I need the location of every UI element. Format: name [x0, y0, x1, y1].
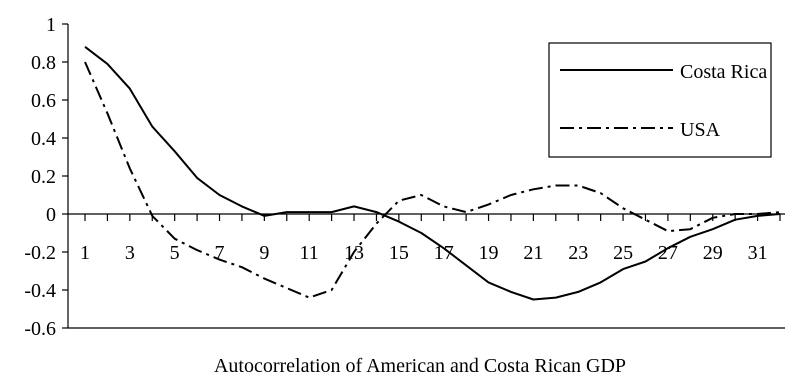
chart-caption: Autocorrelation of American and Costa Ri… [214, 355, 626, 377]
y-tick-label: -0.4 [24, 280, 56, 302]
y-tick-label: 1 [46, 14, 56, 36]
x-tick-label: 7 [215, 242, 225, 264]
legend-label-usa: USA [680, 119, 721, 141]
y-tick-label: 0.6 [31, 90, 56, 112]
x-tick-label: 1 [80, 242, 90, 264]
series-line-usa [84, 61, 781, 299]
x-tick-label: 27 [658, 242, 678, 264]
x-tick-label: 11 [300, 242, 319, 264]
legend: Costa Rica USA [548, 42, 772, 158]
x-tick-label: 3 [125, 242, 135, 264]
y-tick-label: 0.8 [31, 52, 56, 74]
x-tick-label: 9 [259, 242, 269, 264]
y-tick-label: -0.6 [24, 318, 56, 340]
x-tick-label: 15 [389, 242, 409, 264]
y-tick-label: 0.2 [31, 166, 56, 188]
x-tick-label: 25 [613, 242, 633, 264]
x-tick-label: 5 [170, 242, 180, 264]
y-tick-label: -0.2 [24, 242, 56, 264]
y-tick-label: 0 [46, 204, 56, 226]
x-axis: 1 3 5 7 9 11 13 15 17 19 21 23 25 27 29 31 [68, 213, 785, 264]
x-tick-label: 23 [568, 242, 588, 264]
y-axis: 1 0.8 0.6 0.4 0.2 0 -0.2 -0.4 -0.6 [24, 14, 68, 340]
x-tick-label: 17 [434, 242, 454, 264]
x-tick-label: 31 [748, 242, 768, 264]
series-layer [84, 46, 781, 301]
x-tick-label: 19 [479, 242, 499, 264]
legend-label-costa-rica: Costa Rica [680, 61, 767, 83]
series-line-costa-rica [84, 46, 781, 301]
y-tick-label: 0.4 [31, 128, 56, 150]
x-tick-label: 29 [703, 242, 723, 264]
legend-box [548, 42, 772, 158]
x-tick-label: 21 [523, 242, 543, 264]
